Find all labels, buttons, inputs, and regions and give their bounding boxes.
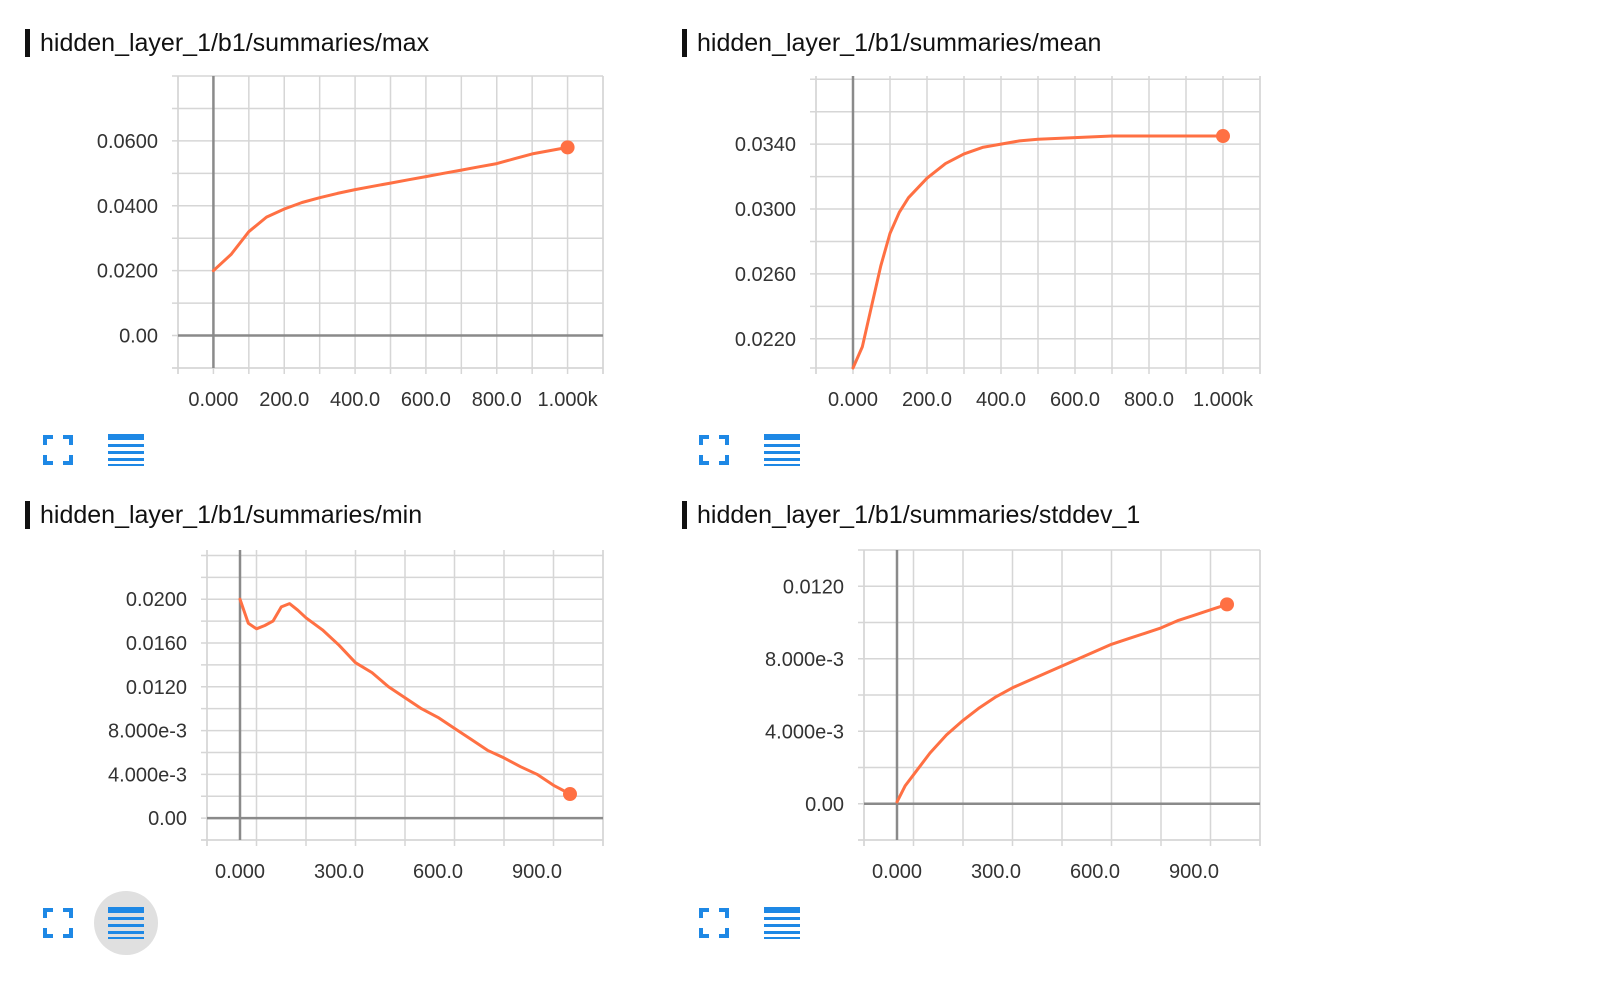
- card-title: hidden_layer_1/b1/summaries/stddev_1: [682, 500, 1140, 530]
- last-point-marker[interactable]: [1216, 129, 1230, 144]
- y-tick-label: 0.0340: [735, 134, 796, 156]
- fullscreen-icon: [43, 908, 73, 938]
- y-tick-label: 0.0200: [126, 589, 187, 611]
- x-tick-label: 600.0: [401, 389, 451, 411]
- x-tick-label: 400.0: [330, 389, 380, 411]
- x-tick-label: 800.0: [472, 389, 522, 411]
- list-icon: [108, 907, 144, 939]
- y-tick-label: 0.0160: [126, 633, 187, 655]
- y-tick-label: 0.0120: [783, 576, 844, 598]
- list-icon: [764, 907, 800, 939]
- y-tick-label: 0.0260: [735, 264, 796, 286]
- y-tick-label: 4.000e-3: [108, 764, 187, 786]
- x-tick-label: 1.000k: [1193, 389, 1254, 411]
- x-tick-label: 400.0: [976, 389, 1026, 411]
- y-tick-label: 0.00: [119, 326, 158, 348]
- title-marker: [682, 29, 687, 57]
- line-chart: 0.000 200.0 400.0 600.0 800.0 1.000k 0.00 0.020…: [97, 75, 604, 411]
- x-tick-label: 300.0: [971, 861, 1021, 883]
- x-tick-label: 600.0: [413, 861, 463, 883]
- y-tick-label: 0.0220: [735, 329, 796, 351]
- card-title: hidden_layer_1/b1/summaries/min: [25, 500, 422, 530]
- list-icon: [108, 434, 144, 466]
- y-tick-label: 0.0200: [97, 261, 158, 283]
- last-point-marker[interactable]: [563, 787, 577, 802]
- y-tick-label: 0.0120: [126, 677, 187, 699]
- fullscreen-button[interactable]: [682, 418, 746, 482]
- x-tick-label: 200.0: [902, 389, 952, 411]
- y-tick-label: 8.000e-3: [108, 721, 187, 743]
- y-tick-label: 0.0300: [735, 199, 796, 221]
- card-title: hidden_layer_1/b1/summaries/max: [25, 28, 429, 58]
- fullscreen-icon: [699, 908, 729, 938]
- y-tick-label: 8.000e-3: [765, 649, 844, 671]
- toggle-data-button[interactable]: [750, 418, 814, 482]
- x-tick-label: 0.000: [828, 389, 878, 411]
- title-marker: [682, 501, 687, 529]
- x-tick-label: 900.0: [512, 861, 562, 883]
- fullscreen-button[interactable]: [682, 891, 746, 955]
- line-chart: 0.000 200.0 400.0 600.0 800.0 1.000k 0.0220 0.0…: [735, 76, 1261, 411]
- card-title-text: hidden_layer_1/b1/summaries/max: [40, 28, 430, 57]
- y-tick-label: 0.00: [148, 808, 187, 830]
- x-tick-label: 0.000: [872, 861, 922, 883]
- fullscreen-icon: [699, 435, 729, 465]
- y-tick-label: 0.0400: [97, 196, 158, 218]
- y-tick-label: 4.000e-3: [765, 721, 844, 743]
- card-title-text: hidden_layer_1/b1/summaries/stddev_1: [697, 500, 1141, 529]
- x-tick-label: 1.000k: [538, 389, 599, 411]
- toggle-data-button[interactable]: [750, 891, 814, 955]
- chart-card-min: hidden_layer_1/b1/summaries/min 0.000 300…: [25, 500, 625, 970]
- fullscreen-button[interactable]: [26, 418, 90, 482]
- x-tick-label: 900.0: [1169, 861, 1219, 883]
- card-title-text: hidden_layer_1/b1/summaries/mean: [697, 28, 1102, 57]
- last-point-marker[interactable]: [560, 140, 575, 155]
- series-line: [895, 602, 1229, 804]
- chart-card-stddev: hidden_layer_1/b1/summaries/stddev_1 0.0…: [682, 500, 1282, 970]
- card-title-text: hidden_layer_1/b1/summaries/min: [40, 500, 423, 529]
- x-tick-label: 800.0: [1124, 389, 1174, 411]
- title-marker: [25, 29, 30, 57]
- x-tick-label: 300.0: [314, 861, 364, 883]
- toggle-data-button[interactable]: [94, 891, 158, 955]
- fullscreen-button[interactable]: [26, 891, 90, 955]
- chart-card-max: hidden_layer_1/b1/summaries/max 0.000 200…: [25, 28, 625, 468]
- y-tick-label: 0.00: [805, 794, 844, 816]
- toggle-data-button[interactable]: [94, 418, 158, 482]
- x-tick-label: 0.000: [215, 861, 265, 883]
- x-tick-label: 0.000: [188, 389, 238, 411]
- x-tick-label: 600.0: [1050, 389, 1100, 411]
- list-icon: [764, 434, 800, 466]
- last-point-marker[interactable]: [1220, 597, 1234, 612]
- chart-card-mean: hidden_layer_1/b1/summaries/mean 0.000 20…: [682, 28, 1282, 468]
- x-tick-label: 600.0: [1070, 861, 1120, 883]
- y-tick-label: 0.0600: [97, 131, 158, 153]
- title-marker: [25, 501, 30, 529]
- card-title: hidden_layer_1/b1/summaries/mean: [682, 28, 1101, 58]
- series-line: [238, 597, 572, 796]
- line-chart: 0.000 300.0 600.0 900.0 0.00 4.000e-3 8.000e-3…: [765, 549, 1261, 883]
- x-tick-label: 200.0: [259, 389, 309, 411]
- line-chart: 0.000 300.0 600.0 900.0 0.00 4.000e-3 8.000e-3…: [108, 550, 604, 883]
- series-line: [211, 145, 570, 273]
- series-line: [851, 134, 1225, 370]
- fullscreen-icon: [43, 435, 73, 465]
